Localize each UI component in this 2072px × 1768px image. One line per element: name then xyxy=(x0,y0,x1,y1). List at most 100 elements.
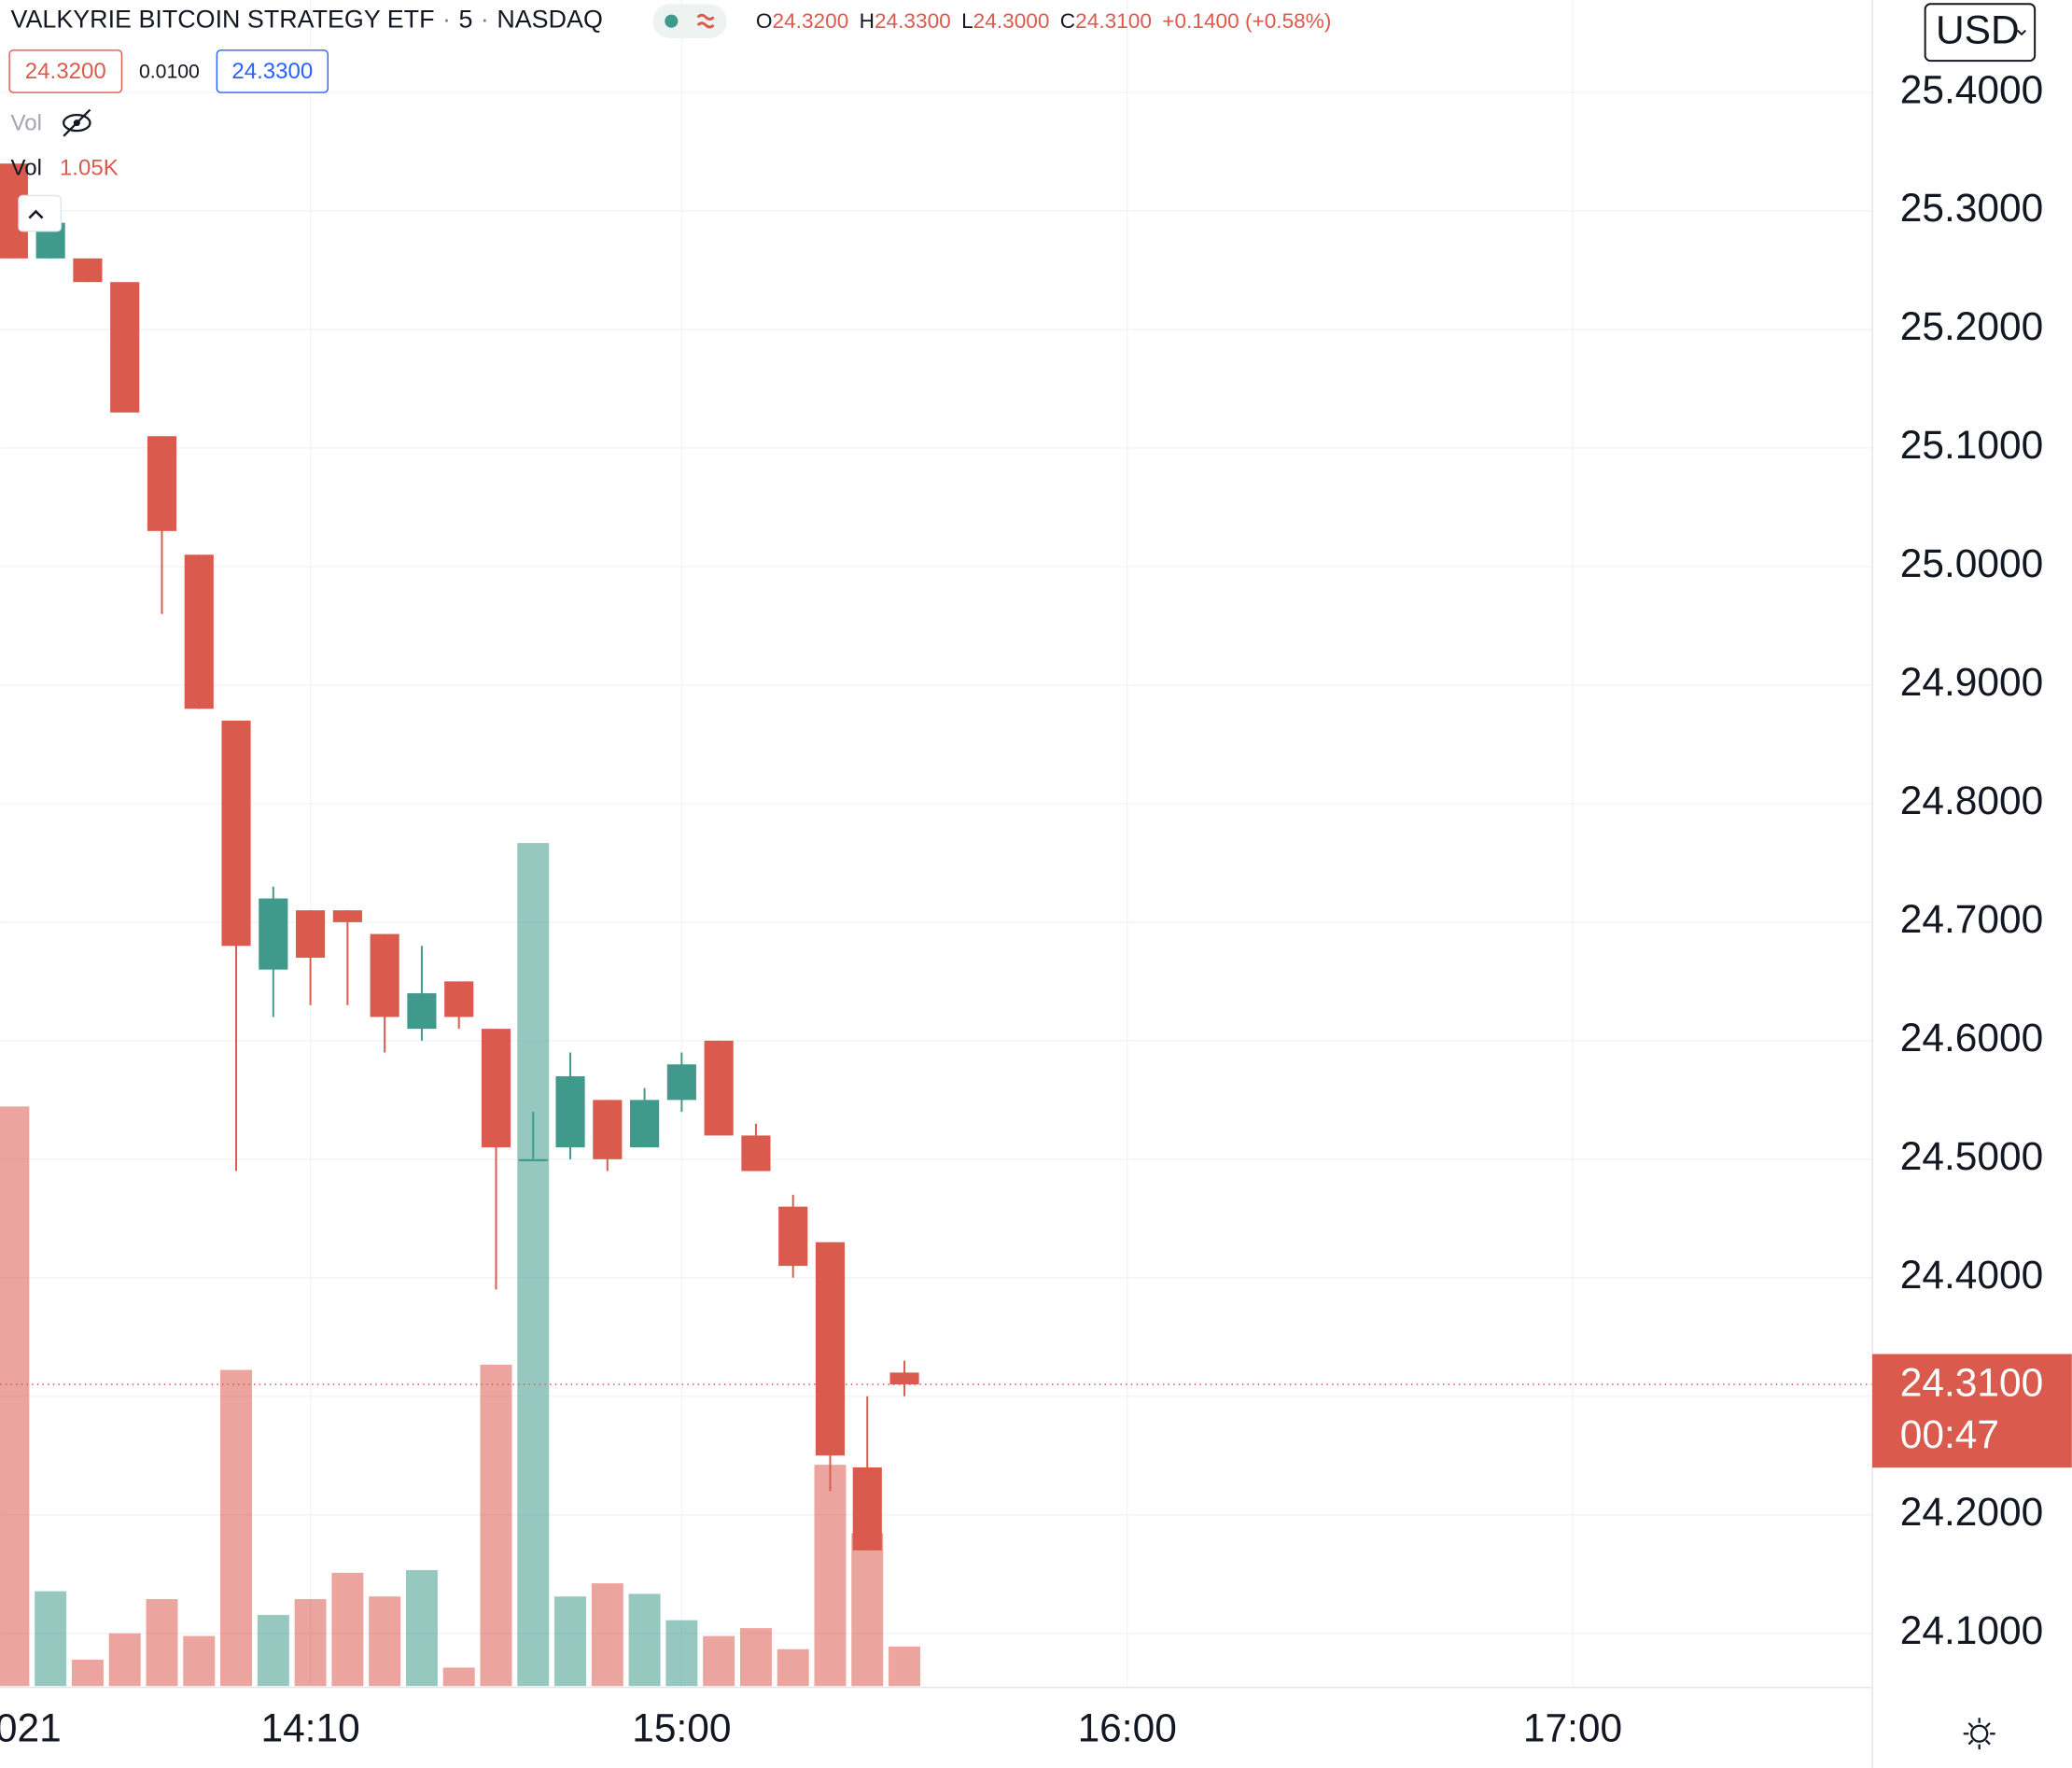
volume-bar xyxy=(739,1628,772,1687)
ohlc-line: O24.3200 H24.3300 L24.3000 C24.3100 +0.1400 … xyxy=(756,9,1332,33)
x-tick-label: 021 xyxy=(0,1706,62,1750)
y-tick-label: 24.6000 xyxy=(1900,1016,2043,1059)
candle-body xyxy=(666,1064,696,1101)
y-tick-label: 25.0000 xyxy=(1900,541,2043,585)
grid xyxy=(0,0,1873,1687)
volume-bar xyxy=(814,1465,847,1687)
status-pill[interactable] xyxy=(652,4,727,39)
currency-button[interactable] xyxy=(1924,3,2037,63)
candle-body xyxy=(444,981,474,1017)
bid: 24.3200 xyxy=(25,59,106,84)
separator: · xyxy=(442,6,451,34)
volume-bar xyxy=(442,1667,475,1687)
candle-body xyxy=(778,1206,808,1267)
y-tick-label: 24.9000 xyxy=(1900,660,2043,704)
candle-body xyxy=(110,282,140,413)
o-label: O xyxy=(756,9,773,33)
y-tick-label: 25.3000 xyxy=(1900,186,2043,230)
volume-bar xyxy=(71,1660,104,1687)
candle-body xyxy=(73,258,103,283)
price-pane xyxy=(0,163,1873,1551)
separator: · xyxy=(481,6,489,34)
candle-body xyxy=(259,898,288,970)
h-label: H xyxy=(860,9,875,33)
candle-body xyxy=(481,1029,511,1148)
countdown: 00:47 xyxy=(1900,1412,1999,1456)
candle-body xyxy=(593,1100,623,1159)
volume-bar xyxy=(257,1615,289,1687)
candle-body xyxy=(147,436,177,531)
x-tick-label: 14:10 xyxy=(260,1706,359,1750)
volume-bar xyxy=(108,1633,141,1687)
volume-bar xyxy=(665,1620,698,1687)
interval: 5 xyxy=(458,6,472,34)
y-tick-label: 24.7000 xyxy=(1900,897,2043,941)
c-label: C xyxy=(1060,9,1075,33)
currency: USD xyxy=(1936,8,2020,52)
exchange: NASDAQ xyxy=(497,6,603,34)
ask-box[interactable] xyxy=(216,49,329,93)
last-price-label: 24.3100 xyxy=(1900,1361,2043,1405)
volume-bar xyxy=(331,1572,364,1687)
x-tick-label: 17:00 xyxy=(1523,1706,1622,1750)
spread: 0.0100 xyxy=(139,61,200,82)
eye-off-icon[interactable] xyxy=(63,108,91,137)
chevron xyxy=(2017,29,2026,36)
y-tick-label: 24.1000 xyxy=(1900,1608,2043,1652)
candle-body xyxy=(221,721,251,947)
bid-box[interactable] xyxy=(8,49,123,93)
y-tick-label: 25.1000 xyxy=(1900,423,2043,467)
volume-bar xyxy=(369,1596,401,1687)
candle-body xyxy=(332,910,362,922)
volume-bar xyxy=(146,1599,178,1687)
candle-body xyxy=(555,1075,585,1148)
volume-bar xyxy=(0,1106,30,1687)
volume-bar xyxy=(405,1570,438,1687)
volume-bar xyxy=(628,1593,661,1687)
candle-body xyxy=(370,933,399,1017)
volume-bar xyxy=(183,1635,216,1687)
hidden-study: Vol xyxy=(11,110,42,135)
legend: VALKYRIE BITCOIN STRATEGY ETF · 5 · NASDAQ O… xyxy=(8,4,1332,181)
candle-body xyxy=(852,1466,882,1551)
price-axis-extras: USD xyxy=(1924,3,2037,1750)
c-value: 24.3100 xyxy=(1075,9,1152,33)
symbol-title: VALKYRIE BITCOIN STRATEGY ETF xyxy=(11,6,435,34)
candle-body xyxy=(184,554,214,709)
l-label: L xyxy=(961,9,973,33)
settings-icon[interactable] xyxy=(1963,1718,1995,1750)
candle-body xyxy=(741,1135,771,1172)
ask: 24.3300 xyxy=(231,59,313,84)
o-value: 24.3200 xyxy=(773,9,849,33)
volume-bar xyxy=(294,1599,327,1687)
candle-body xyxy=(296,910,326,958)
collapse-chevron xyxy=(28,209,44,219)
delayed-icon xyxy=(696,13,715,29)
volume-bar xyxy=(851,1533,884,1687)
candle-body xyxy=(407,993,437,1030)
y-tick-label: 25.2000 xyxy=(1900,304,2043,348)
y-tick-label: 24.5000 xyxy=(1900,1134,2043,1178)
y-tick-label: 25.4000 xyxy=(1900,67,2043,111)
volume-bar xyxy=(554,1596,587,1687)
collapse-button[interactable] xyxy=(18,194,63,232)
candle-body xyxy=(815,1242,846,1456)
last-price-box xyxy=(1872,1354,2072,1468)
candle-body xyxy=(704,1040,734,1136)
x-tick-label: 15:00 xyxy=(632,1706,731,1750)
h-value: 24.3300 xyxy=(875,9,951,33)
volume-last-value: 1.05K xyxy=(60,156,119,181)
y-tick-label: 24.8000 xyxy=(1900,779,2043,822)
candle-body xyxy=(889,1372,919,1385)
y-tick-label: 24.4000 xyxy=(1900,1253,2043,1297)
volume-bar xyxy=(220,1369,253,1687)
y-tick-label: 24.2000 xyxy=(1900,1490,2043,1534)
candle-body xyxy=(518,1158,548,1161)
volume-bar xyxy=(517,843,550,1687)
volume-bar xyxy=(35,1591,67,1687)
symbol-line: VALKYRIE BITCOIN STRATEGY ETF · 5 · NASDAQ xyxy=(11,6,603,34)
volume-pane xyxy=(0,843,921,1687)
